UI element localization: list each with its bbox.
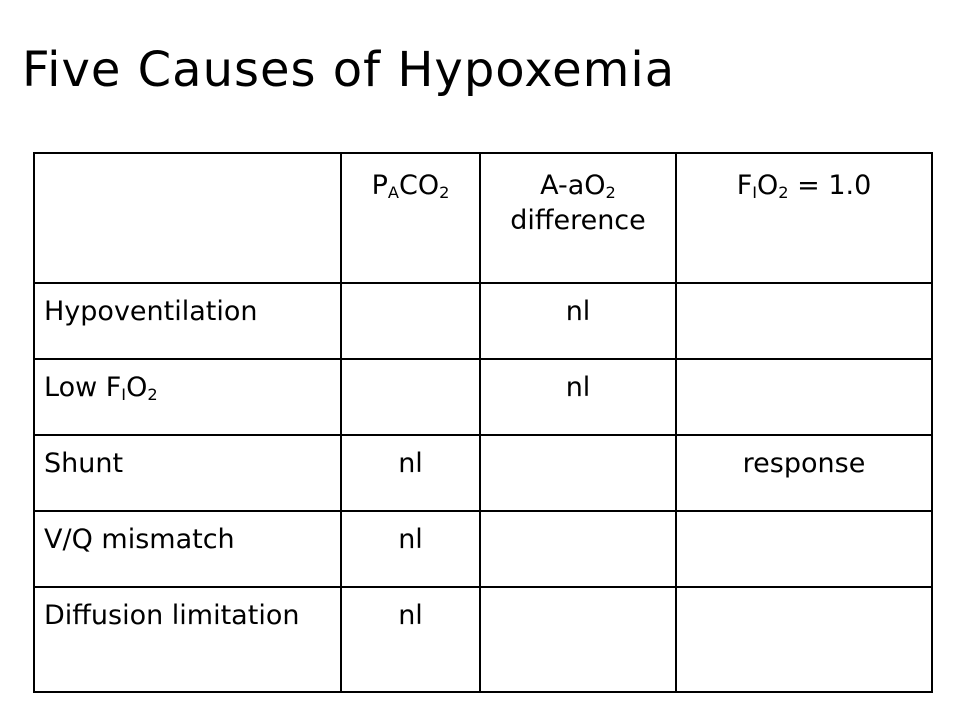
header-empty-cell (33, 152, 342, 284)
fio2-cell (675, 282, 933, 360)
hypoxemia-table: PACO2 A-aO2 difference FIO2 = 1.0 Hypove… (33, 152, 933, 693)
aa-cell (479, 510, 677, 588)
header-paco2: PACO2 (340, 152, 481, 284)
aa-cell (479, 586, 677, 693)
row-label: Diffusion limitation (33, 586, 342, 693)
fio2-cell: response (675, 434, 933, 512)
aa-cell (479, 434, 677, 512)
paco2-cell (340, 282, 481, 360)
fio2-response-text: response (742, 448, 866, 479)
row-label: Low FIO2 (33, 358, 342, 436)
paco2-cell (340, 358, 481, 436)
paco2-cell: nl (340, 434, 481, 512)
row-label: Shunt (33, 434, 342, 512)
paco2-cell: nl (340, 586, 481, 693)
page-title: Five Causes of Hypoxemia (22, 42, 676, 98)
fio2-cell (675, 586, 933, 693)
row-label: V/Q mismatch (33, 510, 342, 588)
aa-cell: nl (479, 358, 677, 436)
header-aa-difference: A-aO2 difference (479, 152, 677, 284)
fio2-cell (675, 510, 933, 588)
header-fio2: FIO2 = 1.0 (675, 152, 933, 284)
table-row: Low FIO2 nl (33, 358, 933, 436)
table-row: Diffusion limitation nl (33, 586, 933, 693)
paco2-cell: nl (340, 510, 481, 588)
table-row: V/Q mismatch nl (33, 510, 933, 588)
row-label: Hypoventilation (33, 282, 342, 360)
table-header-row: PACO2 A-aO2 difference FIO2 = 1.0 (33, 152, 933, 284)
table-row: Shunt nl response (33, 434, 933, 512)
fio2-cell (675, 358, 933, 436)
table-row: Hypoventilation nl (33, 282, 933, 360)
aa-cell: nl (479, 282, 677, 360)
